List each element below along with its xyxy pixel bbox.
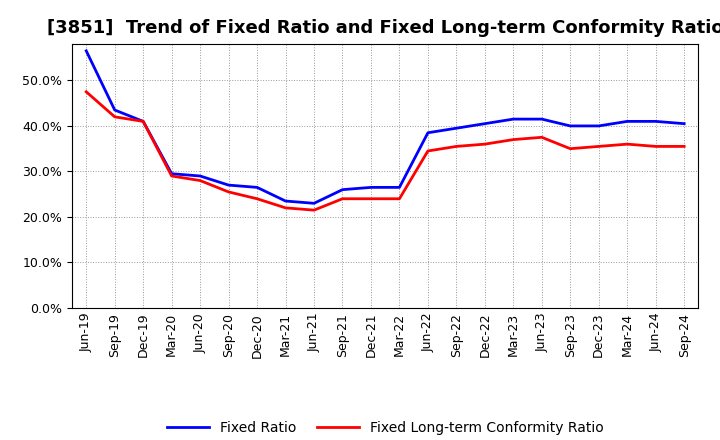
Fixed Long-term Conformity Ratio: [338, 196, 347, 202]
Fixed Long-term Conformity Ratio: [480, 142, 489, 147]
Fixed Ratio: [480, 121, 489, 126]
Fixed Ratio: [82, 48, 91, 54]
Fixed Ratio: [566, 123, 575, 128]
Line: Fixed Ratio: Fixed Ratio: [86, 51, 684, 203]
Fixed Ratio: [253, 185, 261, 190]
Fixed Ratio: [196, 173, 204, 179]
Fixed Long-term Conformity Ratio: [395, 196, 404, 202]
Title: [3851]  Trend of Fixed Ratio and Fixed Long-term Conformity Ratio: [3851] Trend of Fixed Ratio and Fixed Lo…: [47, 19, 720, 37]
Fixed Long-term Conformity Ratio: [110, 114, 119, 120]
Line: Fixed Long-term Conformity Ratio: Fixed Long-term Conformity Ratio: [86, 92, 684, 210]
Fixed Long-term Conformity Ratio: [423, 148, 432, 154]
Fixed Long-term Conformity Ratio: [366, 196, 375, 202]
Fixed Ratio: [652, 119, 660, 124]
Fixed Long-term Conformity Ratio: [537, 135, 546, 140]
Fixed Long-term Conformity Ratio: [680, 144, 688, 149]
Fixed Ratio: [537, 117, 546, 122]
Fixed Ratio: [509, 117, 518, 122]
Fixed Ratio: [395, 185, 404, 190]
Fixed Ratio: [452, 125, 461, 131]
Fixed Long-term Conformity Ratio: [282, 205, 290, 210]
Fixed Long-term Conformity Ratio: [595, 144, 603, 149]
Fixed Ratio: [623, 119, 631, 124]
Fixed Ratio: [338, 187, 347, 192]
Fixed Ratio: [167, 171, 176, 176]
Fixed Ratio: [110, 107, 119, 113]
Fixed Long-term Conformity Ratio: [82, 89, 91, 95]
Fixed Ratio: [680, 121, 688, 126]
Legend: Fixed Ratio, Fixed Long-term Conformity Ratio: Fixed Ratio, Fixed Long-term Conformity …: [161, 415, 609, 440]
Fixed Long-term Conformity Ratio: [566, 146, 575, 151]
Fixed Long-term Conformity Ratio: [196, 178, 204, 183]
Fixed Ratio: [366, 185, 375, 190]
Fixed Long-term Conformity Ratio: [139, 119, 148, 124]
Fixed Long-term Conformity Ratio: [452, 144, 461, 149]
Fixed Ratio: [595, 123, 603, 128]
Fixed Ratio: [282, 198, 290, 204]
Fixed Long-term Conformity Ratio: [623, 142, 631, 147]
Fixed Long-term Conformity Ratio: [310, 208, 318, 213]
Fixed Ratio: [310, 201, 318, 206]
Fixed Ratio: [139, 119, 148, 124]
Fixed Long-term Conformity Ratio: [652, 144, 660, 149]
Fixed Long-term Conformity Ratio: [167, 173, 176, 179]
Fixed Long-term Conformity Ratio: [225, 189, 233, 194]
Fixed Long-term Conformity Ratio: [253, 196, 261, 202]
Fixed Ratio: [423, 130, 432, 136]
Fixed Ratio: [225, 183, 233, 188]
Fixed Long-term Conformity Ratio: [509, 137, 518, 142]
